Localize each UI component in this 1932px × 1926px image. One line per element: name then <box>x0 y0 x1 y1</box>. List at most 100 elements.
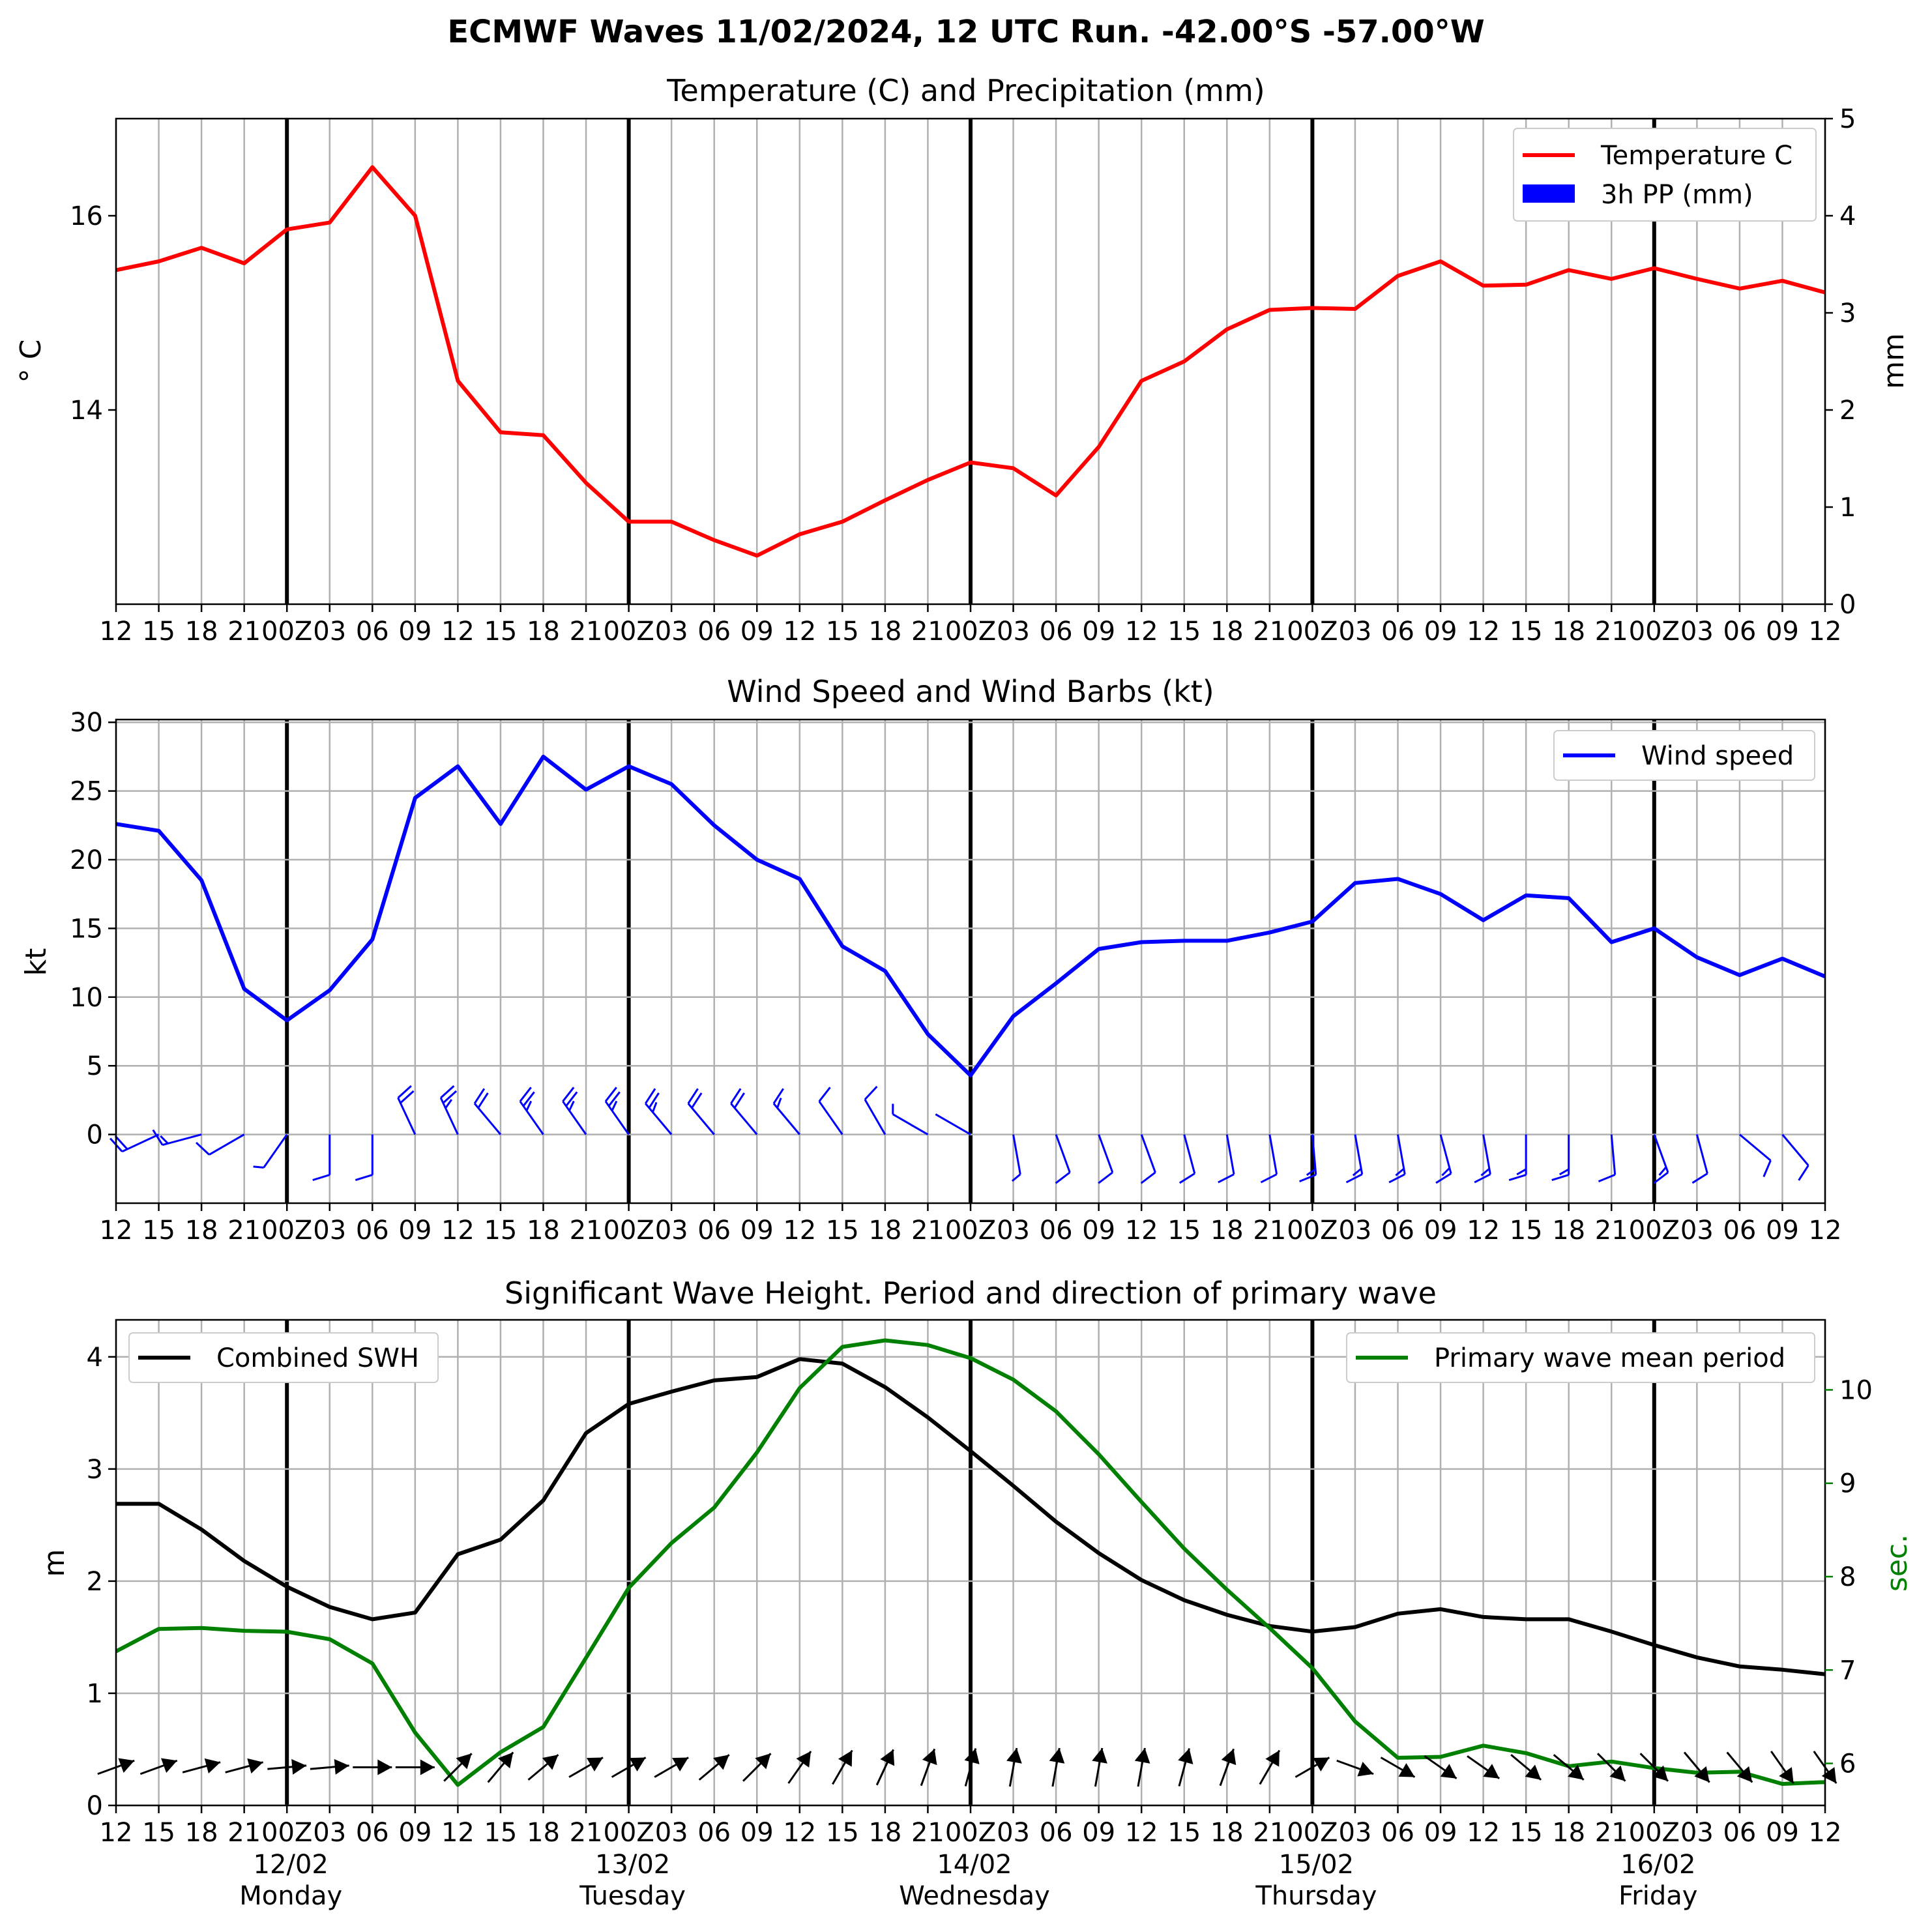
wave-direction-arrow <box>267 1758 307 1775</box>
arrow-head <box>497 1752 514 1769</box>
wave-direction-arrow <box>395 1759 435 1775</box>
x-tick-label: 15 <box>826 1216 859 1246</box>
x-tick-label: 00Z <box>945 1216 996 1246</box>
arrow-head <box>880 1749 895 1766</box>
y-axis-label-right: sec. <box>1881 1534 1914 1592</box>
wind-barb-feather <box>1299 1173 1317 1182</box>
wind-barb-feather <box>562 1087 575 1102</box>
wind-barb <box>312 1134 331 1182</box>
x-tick-label: 09 <box>740 1216 774 1246</box>
wind-barb <box>1260 1134 1278 1184</box>
x-tick-label: 00Z <box>945 617 996 647</box>
wind-barb <box>604 1087 630 1135</box>
wind-barb-feather <box>1306 1168 1316 1176</box>
wind-barb-feather <box>1516 1168 1527 1176</box>
x-tick-label: 09 <box>1082 1216 1115 1246</box>
x-tick-label: 00Z <box>261 617 312 647</box>
wind-barb-feather <box>440 1085 455 1099</box>
wave-direction-arrow <box>1596 1753 1626 1782</box>
x-tick-label: 21 <box>227 617 261 647</box>
temperature-line <box>115 165 1826 558</box>
arrow-head <box>1694 1766 1710 1783</box>
wind-barb-feather <box>1508 1174 1527 1182</box>
wind-barb-feather <box>687 1088 699 1104</box>
x-tick-label: 15 <box>142 1818 175 1848</box>
wind-barb <box>818 1087 843 1135</box>
wind-barb-feather <box>1653 1171 1669 1184</box>
x-tick-label: 03 <box>655 1216 688 1246</box>
wind-barb-feather <box>648 1092 660 1109</box>
x-tick-label: 18 <box>868 617 901 647</box>
arrow-head <box>1483 1764 1500 1779</box>
x-tick-label: 12 <box>100 1818 133 1848</box>
x-tick-label: 18 <box>1552 1818 1585 1848</box>
wind-barb-feather <box>611 1100 618 1111</box>
wind-barb-feather <box>1011 1173 1021 1182</box>
arrow-head <box>1178 1748 1193 1764</box>
y-tick-label: 2 <box>87 1567 103 1597</box>
arrow-head <box>1568 1764 1584 1780</box>
x-tick-label: 15 <box>1510 617 1543 647</box>
wind-barb <box>439 1085 459 1135</box>
arrow-head <box>838 1750 853 1767</box>
wave-direction-arrow <box>698 1754 730 1781</box>
y-axis-label-left: ° C <box>14 340 48 383</box>
wind-barb-feather <box>397 1085 412 1099</box>
wind-barb-staff <box>1397 1134 1406 1175</box>
x-tick-label: 00Z <box>603 1216 654 1246</box>
y-tick-label: 25 <box>70 777 103 807</box>
arrow-head <box>118 1758 135 1773</box>
x-tick-label: 00Z <box>261 1216 312 1246</box>
wind-barb <box>892 1103 929 1135</box>
x-tick-label: 03 <box>655 617 688 647</box>
arrow-head <box>629 1757 646 1772</box>
wind-barb <box>473 1088 502 1135</box>
wind-barb-feather <box>1598 1173 1616 1182</box>
wave-direction-arrow <box>568 1757 604 1778</box>
x-tick-label: 03 <box>313 617 346 647</box>
x-tick-label: 21 <box>911 617 944 647</box>
x-tick-label: 21 <box>570 1216 603 1246</box>
wind-barb-feather <box>1345 1173 1363 1184</box>
x-tick-label: 18 <box>527 1818 560 1848</box>
x-tick-label: 18 <box>868 1216 901 1246</box>
x-tick-label: 12 <box>783 1818 816 1848</box>
swh-line <box>116 1357 1826 1676</box>
temperature-precipitation-panel: Temperature (C) and Precipitation (mm) 1… <box>14 73 1910 647</box>
wave-direction-arrow <box>1049 1747 1065 1787</box>
wave-direction-arrow <box>742 1753 772 1782</box>
panel-title: Temperature (C) and Precipitation (mm) <box>666 73 1265 108</box>
wind-barb <box>253 1133 288 1169</box>
arrow-head <box>672 1757 689 1772</box>
wave-direction-arrow <box>1726 1751 1753 1783</box>
x-tick-label: 06 <box>356 1216 389 1246</box>
legend-label-swh: Combined SWH <box>216 1343 419 1373</box>
wind-barb-feather <box>1352 1167 1362 1176</box>
legend-label-temperature: Temperature C <box>1600 141 1793 171</box>
y-right-tick-label: 2 <box>1839 396 1856 426</box>
wind-barb-staff <box>162 1133 202 1146</box>
wind-barb-staff <box>263 1133 288 1169</box>
wind-barb <box>519 1087 544 1135</box>
x-tick-label: 03 <box>997 1818 1030 1848</box>
wind-barb <box>1551 1134 1570 1182</box>
arrow-head <box>1313 1757 1330 1772</box>
arrow-head <box>796 1751 812 1768</box>
arrow-head <box>247 1758 263 1774</box>
wave-direction-arrow <box>310 1758 349 1775</box>
x-tick-label: 00Z <box>1287 1216 1338 1246</box>
y-axis-label-left: kt <box>20 948 53 976</box>
wind-barb-staff <box>473 1103 502 1135</box>
wind-barb <box>1508 1134 1527 1182</box>
x-tick-label: 06 <box>356 617 389 647</box>
day-label-weekday: Friday <box>1618 1881 1697 1911</box>
wave-direction-arrow <box>1553 1754 1585 1781</box>
wind-barb-feather <box>864 1085 878 1100</box>
wind-barb <box>1738 1133 1772 1178</box>
x-tick-label: 12 <box>100 617 133 647</box>
wind-barb <box>645 1088 673 1135</box>
y-axis-label-left: m <box>38 1549 71 1577</box>
wind-barb <box>1345 1134 1364 1184</box>
wind-barb-staff <box>562 1100 587 1135</box>
arrow-head <box>586 1757 604 1772</box>
